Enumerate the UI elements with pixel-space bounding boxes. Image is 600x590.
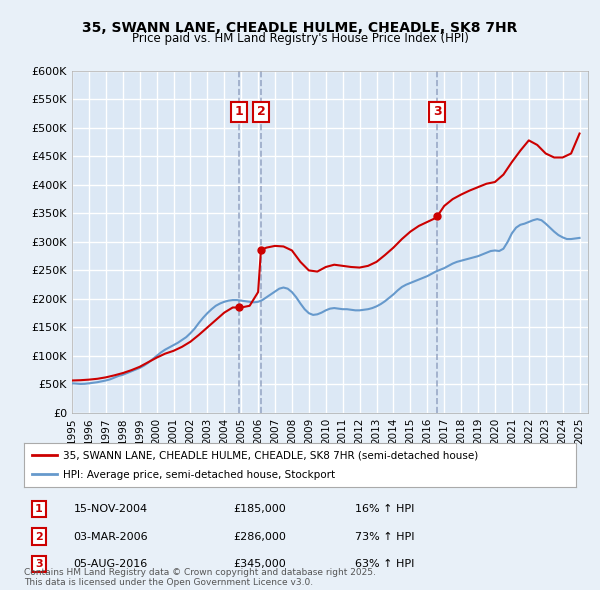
Text: £286,000: £286,000 [234,532,287,542]
Text: 1: 1 [35,504,43,514]
Text: 05-AUG-2016: 05-AUG-2016 [74,559,148,569]
Text: 63% ↑ HPI: 63% ↑ HPI [355,559,415,569]
Text: 3: 3 [35,559,43,569]
Text: 35, SWANN LANE, CHEADLE HULME, CHEADLE, SK8 7HR: 35, SWANN LANE, CHEADLE HULME, CHEADLE, … [82,21,518,35]
Text: Price paid vs. HM Land Registry's House Price Index (HPI): Price paid vs. HM Land Registry's House … [131,32,469,45]
Text: £185,000: £185,000 [234,504,287,514]
Text: HPI: Average price, semi-detached house, Stockport: HPI: Average price, semi-detached house,… [62,470,335,480]
Text: 3: 3 [433,106,442,119]
Text: £345,000: £345,000 [234,559,287,569]
Text: Contains HM Land Registry data © Crown copyright and database right 2025.
This d: Contains HM Land Registry data © Crown c… [24,568,376,587]
Text: 2: 2 [35,532,43,542]
Text: 15-NOV-2004: 15-NOV-2004 [74,504,148,514]
Text: 03-MAR-2006: 03-MAR-2006 [74,532,148,542]
Text: 2: 2 [257,106,265,119]
Text: 73% ↑ HPI: 73% ↑ HPI [355,532,415,542]
Text: 16% ↑ HPI: 16% ↑ HPI [355,504,415,514]
Text: 35, SWANN LANE, CHEADLE HULME, CHEADLE, SK8 7HR (semi-detached house): 35, SWANN LANE, CHEADLE HULME, CHEADLE, … [62,451,478,461]
Text: 1: 1 [235,106,244,119]
